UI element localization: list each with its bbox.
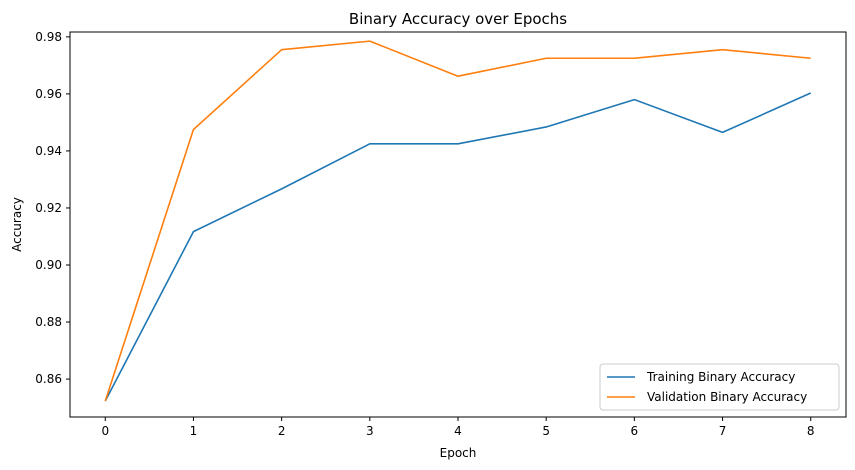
series-lines [104, 40, 812, 402]
x-axis-label: Epoch [440, 446, 477, 460]
x-tick-label: 5 [542, 424, 550, 438]
series-line-0 [104, 92, 812, 402]
chart-title: Binary Accuracy over Epochs [349, 10, 567, 28]
plot-area [69, 31, 847, 418]
legend-label-0: Training Binary Accuracy [646, 370, 795, 384]
y-tick-label: 0.92 [35, 201, 62, 215]
x-tick-label: 7 [719, 424, 727, 438]
x-tick-label: 8 [807, 424, 815, 438]
legend-box [599, 363, 840, 411]
legend-label-1: Validation Binary Accuracy [647, 390, 807, 404]
y-tick-label: 0.98 [35, 30, 62, 44]
x-tick-label: 3 [366, 424, 374, 438]
y-tick-label: 0.94 [35, 144, 62, 158]
x-tick-label: 1 [190, 424, 198, 438]
y-axis: 0.86 0.88 0.90 0.92 0.94 0.96 0.98 [35, 30, 70, 386]
x-tick-label: 2 [278, 424, 286, 438]
x-tick-label: 4 [454, 424, 462, 438]
x-tick-label: 0 [101, 424, 109, 438]
legend: Training Binary Accuracy Validation Binar… [599, 363, 840, 411]
y-tick-label: 0.86 [35, 372, 62, 386]
y-tick-label: 0.96 [35, 87, 62, 101]
y-tick-label: 0.90 [35, 258, 62, 272]
y-tick-label: 0.88 [35, 315, 62, 329]
series-line-1 [104, 40, 811, 402]
y-axis-label: Accuracy [10, 197, 24, 252]
x-axis: 0 1 2 3 4 5 6 7 8 [101, 417, 815, 438]
x-tick-label: 6 [631, 424, 639, 438]
